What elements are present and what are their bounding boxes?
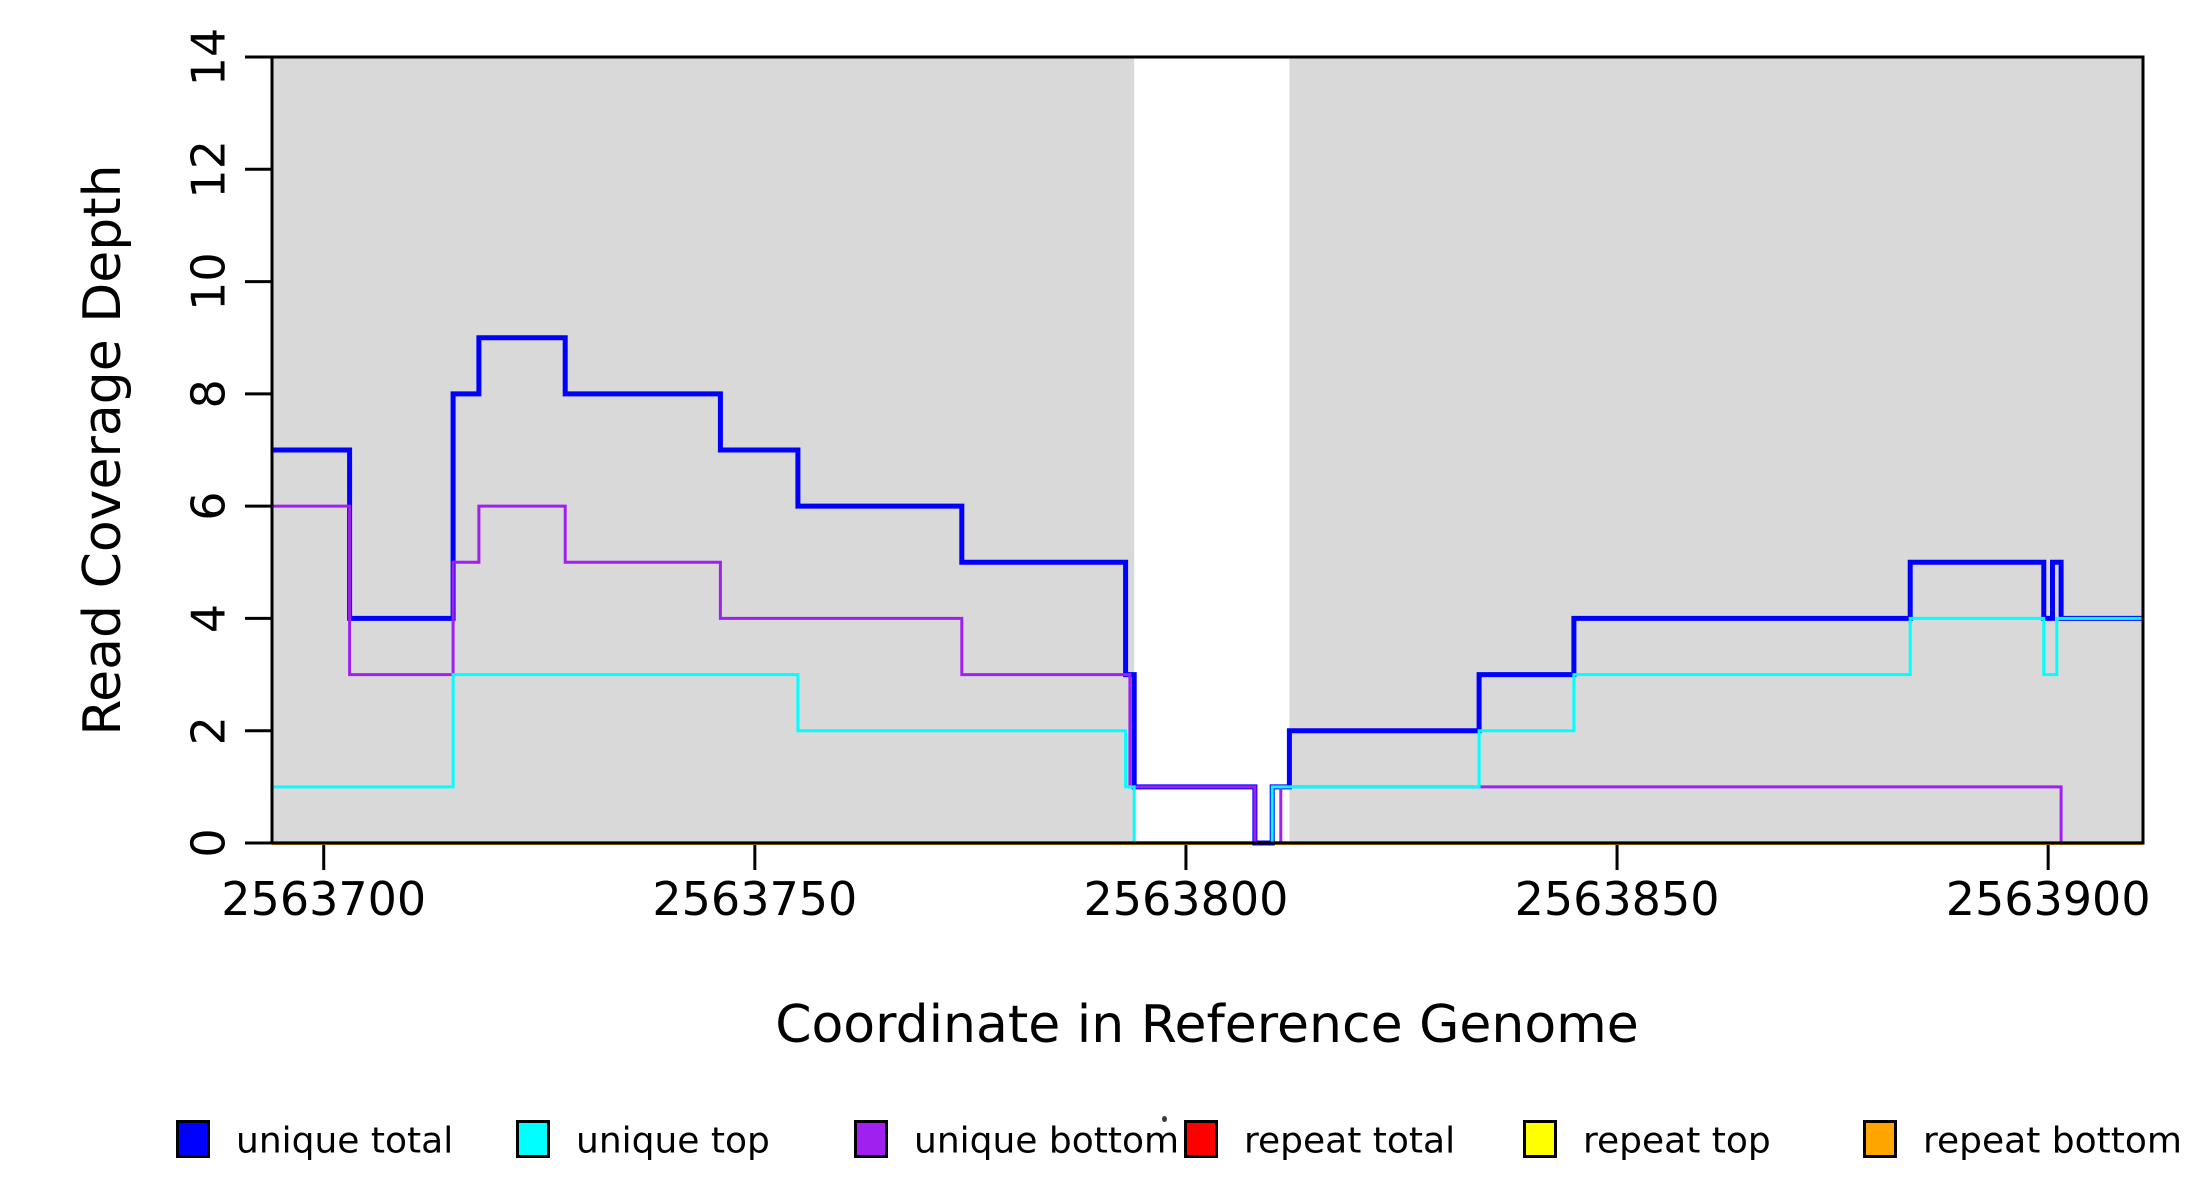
x-tick-label: 2563900 (1946, 872, 2151, 926)
legend-swatch-repeat-total (1184, 1120, 1218, 1158)
legend-swatch-repeat-top (1523, 1120, 1557, 1158)
legend-swatch-unique-top (516, 1120, 550, 1158)
series-unique-bottom (272, 504, 2143, 845)
y-tick-label: 6 (182, 492, 236, 521)
y-axis-title: Read Coverage Depth (73, 164, 133, 736)
series-unique-top (272, 616, 2143, 845)
x-tick-label: 2563850 (1515, 872, 1720, 926)
y-tick-label: 2 (182, 716, 236, 745)
y-tick-label: 12 (182, 140, 236, 199)
y-tick-label: 8 (182, 379, 236, 408)
legend-swatch-unique-bottom (854, 1120, 888, 1158)
x-tick-label: 2563700 (221, 872, 426, 926)
x-axis-title: Coordinate in Reference Genome (775, 995, 1639, 1055)
legend-label: unique total (236, 1120, 454, 1162)
y-tick-label: 14 (182, 28, 236, 87)
legend-label: repeat top (1583, 1120, 1771, 1162)
x-tick-label: 2563750 (652, 872, 857, 926)
y-tick-label: 0 (182, 828, 236, 857)
shaded-region (272, 57, 1135, 843)
legend-label: unique bottom (914, 1120, 1180, 1162)
x-tick-label: 2563800 (1084, 872, 1289, 926)
y-tick-label: 4 (182, 604, 236, 633)
legend-label: unique top (576, 1120, 770, 1162)
legend-swatch-repeat-bottom (1863, 1120, 1897, 1158)
legend-swatch-unique-total (176, 1120, 210, 1158)
plot-box (270, 55, 2145, 845)
shaded-region (1289, 57, 2143, 843)
legend-stray-dot (1162, 1116, 1167, 1122)
legend-label: repeat total (1244, 1120, 1456, 1162)
legend: unique total unique top unique bottom repea… (0, 1118, 2200, 1178)
y-tick-label: 10 (182, 252, 236, 311)
legend-label: repeat bottom (1923, 1120, 2182, 1162)
